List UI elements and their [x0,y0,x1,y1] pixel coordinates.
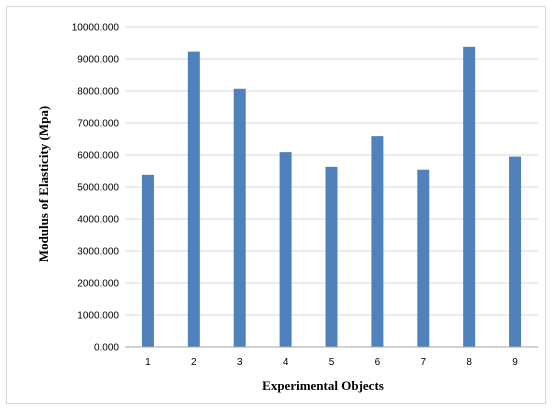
x-tick-label: 2 [191,357,197,368]
chart-frame [6,6,546,404]
x-tick-label: 7 [420,357,426,368]
y-tick-label: 5000.000 [77,183,119,194]
y-tick-label: 3000.000 [77,247,119,258]
x-tick-label: 5 [329,357,335,368]
bar-6 [371,136,384,347]
bar-3 [233,88,246,347]
y-tick-label: 0.000 [94,343,119,354]
x-tick-label: 6 [375,357,381,368]
y-tick-labels: 0.000 1000.000 2000.000 3000.000 4000.000 500… [72,23,120,354]
bars [141,46,522,348]
x-tick-label: 3 [237,357,243,368]
y-tick-label: 4000.000 [77,215,119,226]
x-tick-label: 9 [512,357,518,368]
bar-9 [509,156,522,347]
y-axis-title: Modulus of Elasticity (Mpa) [36,106,51,262]
bar-8 [463,46,476,348]
y-tick-label: 2000.000 [77,279,119,290]
x-tick-labels: 1 2 3 4 5 6 7 8 9 [145,357,518,368]
bar-2 [187,51,200,347]
x-tick-label: 8 [466,357,472,368]
x-tick-label: 4 [283,357,289,368]
bar-5 [325,166,338,347]
y-tick-label: 6000.000 [77,151,119,162]
y-tick-label: 8000.000 [77,87,119,98]
bar-1 [141,174,154,347]
bar-4 [279,152,292,347]
y-tick-label: 10000.000 [72,23,120,34]
x-axis-title: Experimental Objects [262,378,384,393]
y-tick-label: 1000.000 [77,311,119,322]
bar-7 [417,169,430,347]
x-tick-label: 1 [145,357,151,368]
y-tick-label: 9000.000 [77,55,119,66]
y-tick-label: 7000.000 [77,119,119,130]
